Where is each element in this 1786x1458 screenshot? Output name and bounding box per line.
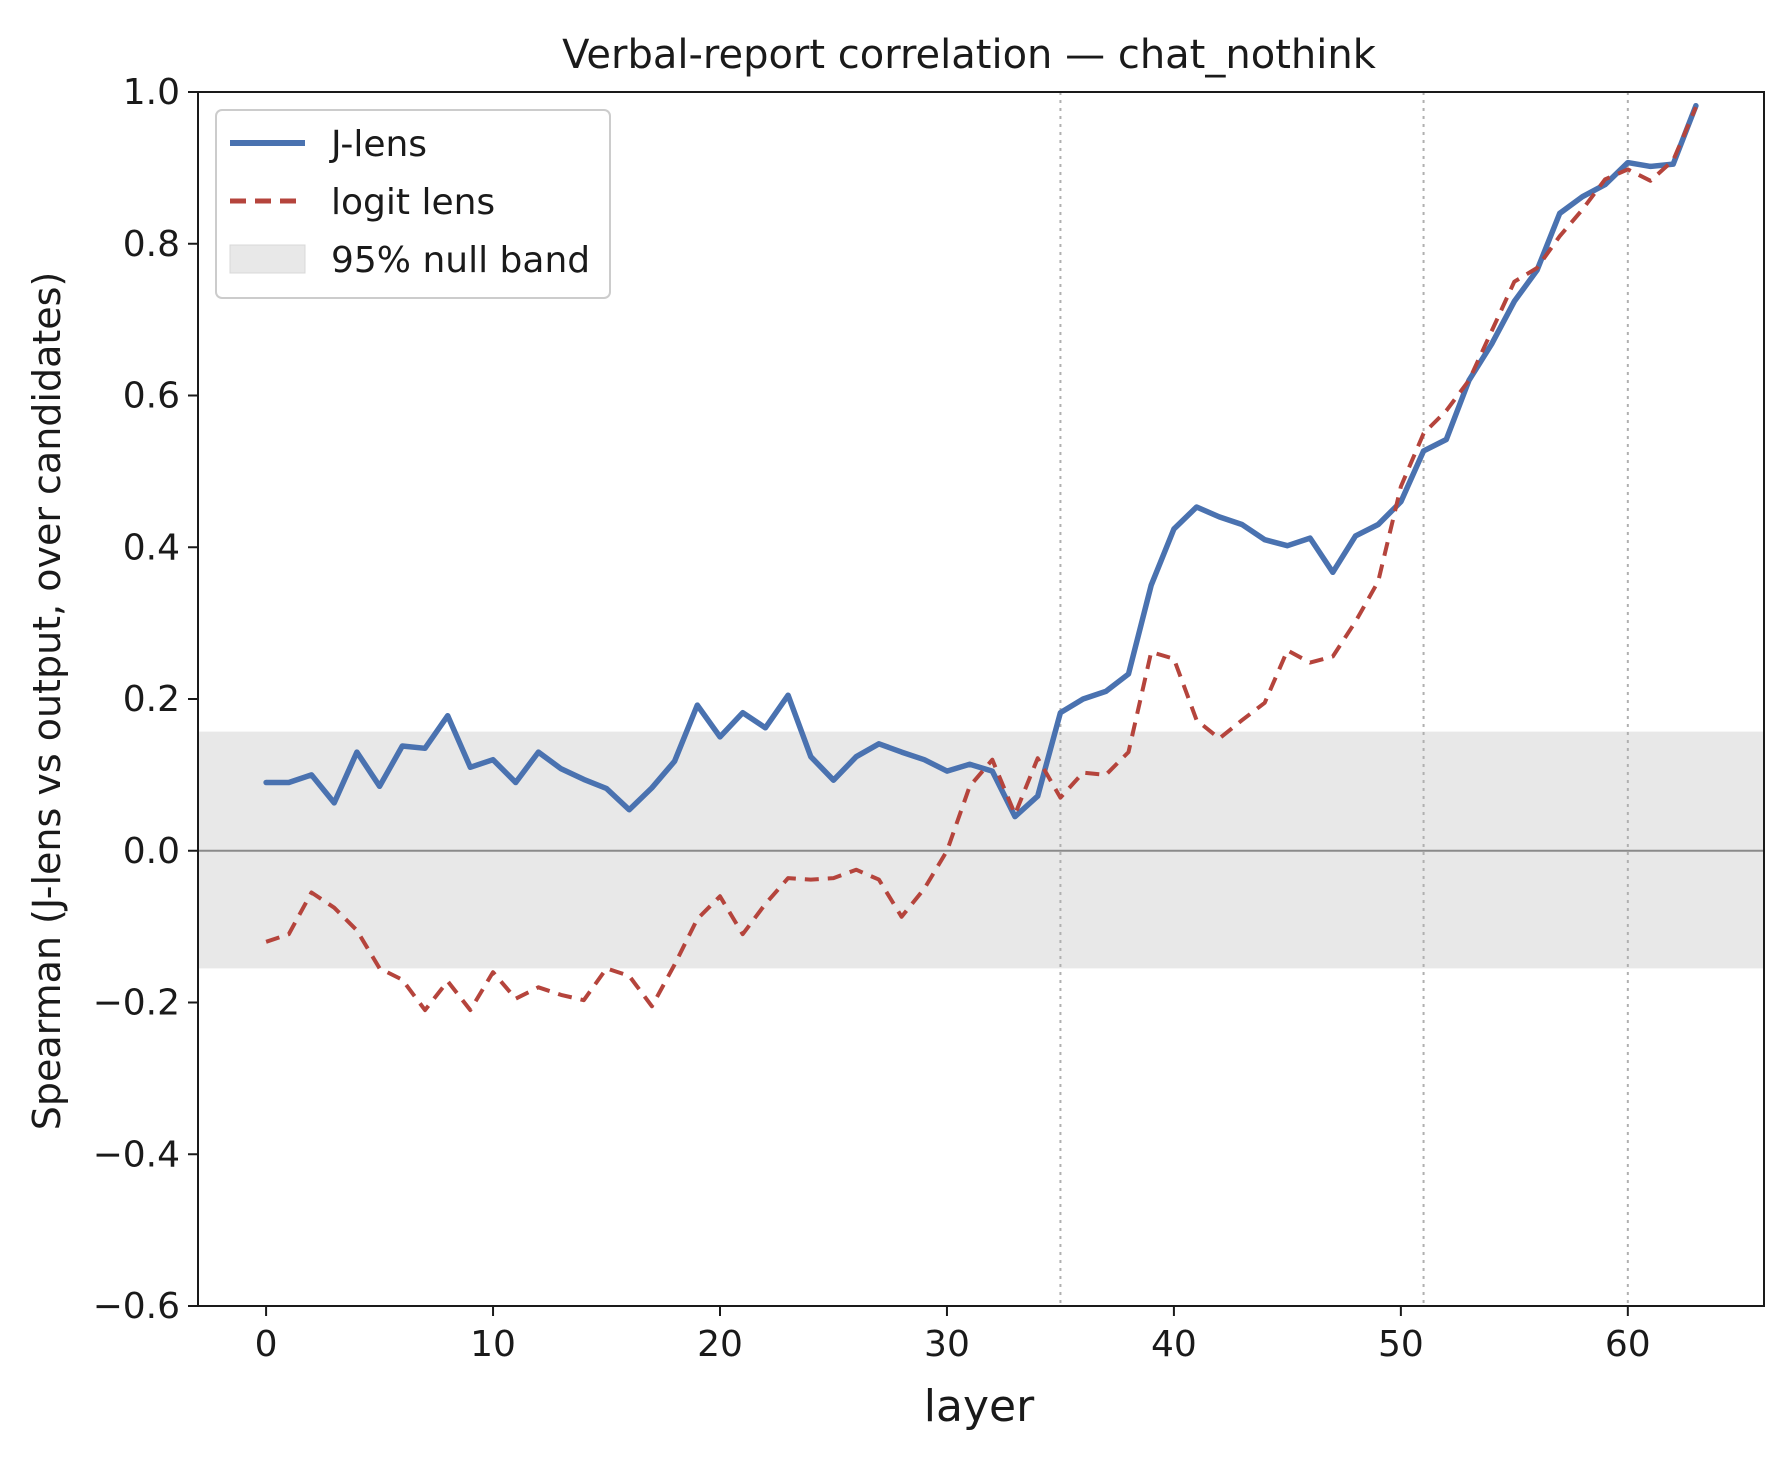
legend-label-null-band: 95% null band bbox=[331, 240, 590, 281]
y-tick-label: 0.6 bbox=[123, 376, 180, 417]
x-tick-label: 10 bbox=[470, 1324, 516, 1365]
series-layer bbox=[263, 102, 1699, 1013]
y-tick-label: 0.8 bbox=[123, 224, 180, 265]
legend: J-lens logit lens 95% null band bbox=[215, 109, 611, 299]
x-axis-title: layer bbox=[924, 1381, 1035, 1432]
x-tick-label: 30 bbox=[924, 1324, 970, 1365]
x-tick-label: 40 bbox=[1151, 1324, 1197, 1365]
y-tick-label: 0.2 bbox=[123, 679, 180, 720]
legend-swatch-null-band bbox=[229, 244, 306, 274]
y-tick-label: 0.4 bbox=[123, 527, 180, 568]
x-axis: 0 10 20 30 40 50 60 bbox=[255, 1306, 1651, 1365]
x-tick-label: 50 bbox=[1378, 1324, 1424, 1365]
x-tick-label: 0 bbox=[255, 1324, 278, 1365]
y-axis-title: Spearman (J-lens vs output, over candida… bbox=[25, 272, 69, 1131]
y-tick-label: −0.6 bbox=[93, 1286, 180, 1327]
plot-area bbox=[197, 91, 1765, 1307]
legend-box bbox=[215, 109, 611, 299]
y-tick-label: 0.0 bbox=[123, 831, 180, 872]
y-tick-label: −0.4 bbox=[93, 1134, 180, 1175]
y-tick-label: 1.0 bbox=[123, 72, 180, 113]
chart-title: Verbal-report correlation — chat_nothink bbox=[562, 32, 1377, 78]
legend-label-logit-lens: logit lens bbox=[331, 182, 495, 223]
legend-label-j-lens: J-lens bbox=[329, 124, 427, 165]
x-tick-label: 20 bbox=[697, 1324, 743, 1365]
x-tick-label: 60 bbox=[1605, 1324, 1651, 1365]
y-axis: −0.6 −0.4 −0.2 0.0 0.2 0.4 0.6 0.8 1.0 bbox=[93, 72, 198, 1327]
series-line-logit-lens bbox=[265, 106, 1698, 1013]
vertical-reference-lines bbox=[1059, 92, 1629, 1306]
series-line-j-lens bbox=[263, 102, 1699, 820]
y-tick-label: −0.2 bbox=[93, 983, 180, 1024]
